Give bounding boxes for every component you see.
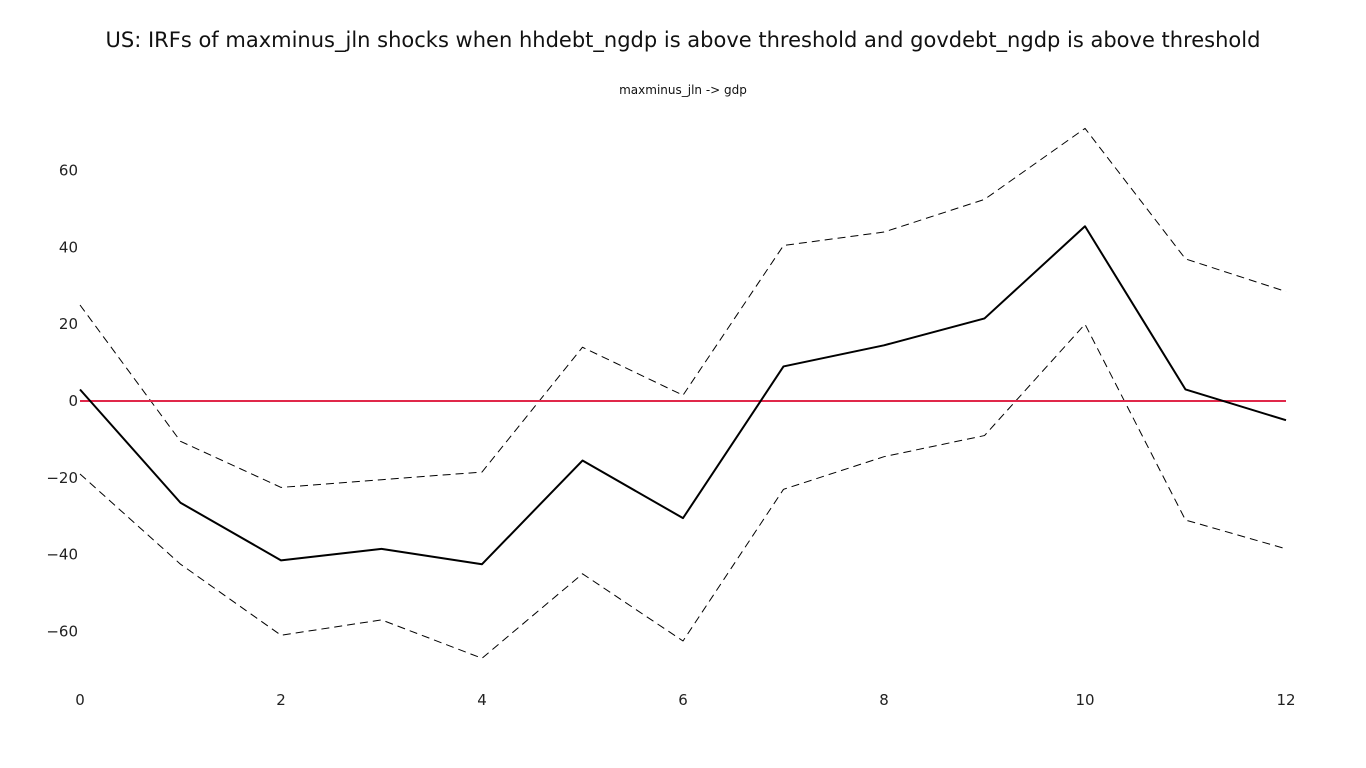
chart-title: US: IRFs of maxminus_jln shocks when hhd… bbox=[105, 28, 1261, 52]
x-axis-ticks: 0 2 4 6 8 10 12 bbox=[75, 691, 1295, 709]
x-tick-label: 2 bbox=[276, 691, 286, 709]
x-tick-label: 10 bbox=[1075, 691, 1094, 709]
y-tick-label: −40 bbox=[46, 546, 78, 564]
x-tick-label: 8 bbox=[879, 691, 889, 709]
y-axis-ticks: 60 40 20 0 −20 −40 −60 bbox=[46, 162, 78, 641]
y-tick-label: 0 bbox=[68, 392, 78, 410]
series-line-lower bbox=[79, 323, 1287, 659]
y-tick-label: 20 bbox=[59, 315, 78, 333]
y-tick-label: 60 bbox=[59, 162, 78, 180]
x-tick-label: 0 bbox=[75, 691, 85, 709]
series-line-irf bbox=[79, 225, 1287, 566]
y-tick-label: −60 bbox=[46, 622, 78, 640]
x-tick-label: 6 bbox=[678, 691, 688, 709]
subplot-title: maxminus_jln -> gdp bbox=[619, 83, 747, 97]
series-layer bbox=[79, 127, 1287, 659]
y-tick-label: −20 bbox=[46, 469, 78, 487]
x-tick-label: 12 bbox=[1276, 691, 1295, 709]
y-tick-label: 40 bbox=[59, 238, 78, 256]
series-line-upper bbox=[79, 127, 1287, 488]
x-tick-label: 4 bbox=[477, 691, 487, 709]
